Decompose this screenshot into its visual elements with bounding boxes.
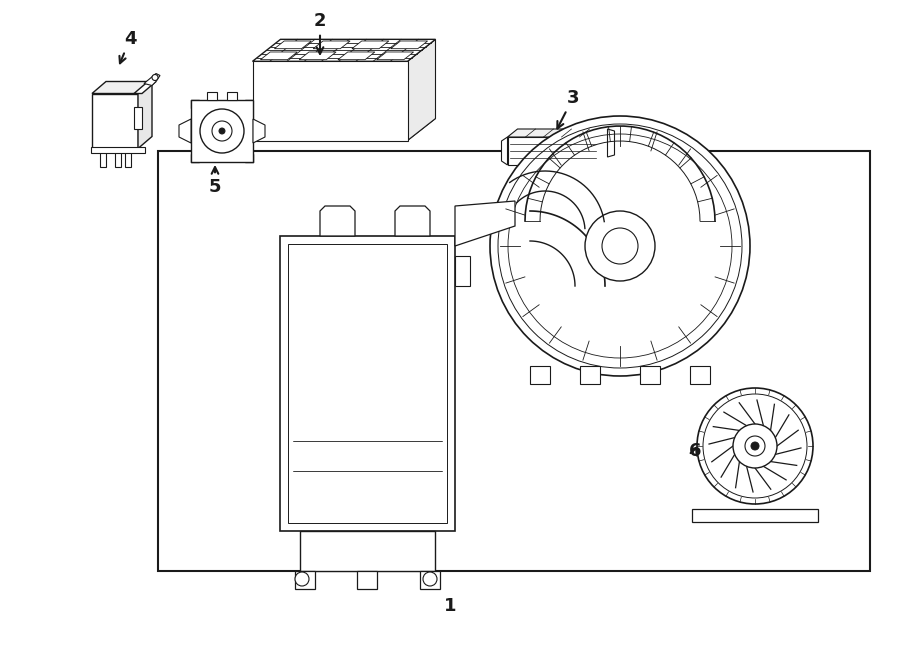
Circle shape (212, 121, 232, 141)
Polygon shape (253, 119, 265, 143)
Polygon shape (299, 52, 336, 59)
Circle shape (295, 572, 309, 586)
Text: 1: 1 (444, 597, 456, 615)
Polygon shape (377, 52, 414, 59)
Polygon shape (300, 531, 435, 571)
Polygon shape (501, 137, 508, 165)
Bar (288, 244, 447, 523)
Bar (207, 92, 217, 100)
Text: 3: 3 (557, 89, 580, 128)
Polygon shape (420, 571, 440, 589)
Polygon shape (295, 571, 315, 589)
Polygon shape (280, 236, 455, 531)
Polygon shape (408, 40, 436, 141)
Polygon shape (640, 366, 660, 384)
Polygon shape (274, 41, 311, 49)
Polygon shape (260, 52, 297, 59)
Polygon shape (92, 81, 152, 93)
Polygon shape (690, 366, 710, 384)
Polygon shape (179, 119, 191, 143)
Polygon shape (692, 509, 818, 522)
Polygon shape (580, 366, 600, 384)
Polygon shape (313, 41, 350, 49)
Bar (227, 92, 237, 100)
Circle shape (200, 109, 244, 153)
Bar (100, 149, 106, 167)
Polygon shape (338, 52, 374, 59)
Circle shape (152, 75, 158, 81)
Circle shape (219, 128, 225, 134)
Polygon shape (608, 129, 615, 157)
Bar (191, 100, 253, 162)
Polygon shape (134, 81, 156, 93)
Circle shape (745, 436, 765, 456)
Polygon shape (253, 61, 408, 141)
Text: 2: 2 (314, 12, 326, 54)
Bar (134, 107, 142, 129)
Polygon shape (530, 366, 550, 384)
Bar (158, 151, 870, 571)
Circle shape (490, 116, 750, 376)
Polygon shape (352, 41, 389, 49)
Polygon shape (357, 571, 377, 589)
Polygon shape (455, 201, 515, 246)
Text: 5: 5 (209, 167, 221, 196)
Circle shape (751, 442, 759, 450)
Polygon shape (395, 206, 430, 236)
Bar (91, 147, 145, 153)
Polygon shape (144, 73, 160, 85)
Polygon shape (138, 81, 152, 149)
Polygon shape (598, 129, 608, 165)
Polygon shape (391, 41, 428, 49)
Bar (115, 149, 121, 167)
Bar (455, 256, 470, 286)
Circle shape (585, 211, 655, 281)
Polygon shape (253, 40, 436, 61)
Polygon shape (92, 93, 138, 149)
Circle shape (733, 424, 777, 468)
Polygon shape (508, 137, 598, 165)
Polygon shape (320, 206, 355, 236)
Text: 6: 6 (688, 442, 701, 460)
Circle shape (697, 388, 813, 504)
Circle shape (423, 572, 437, 586)
Polygon shape (253, 118, 436, 141)
Text: 4: 4 (120, 30, 136, 63)
Bar (125, 149, 131, 167)
Polygon shape (508, 129, 608, 137)
